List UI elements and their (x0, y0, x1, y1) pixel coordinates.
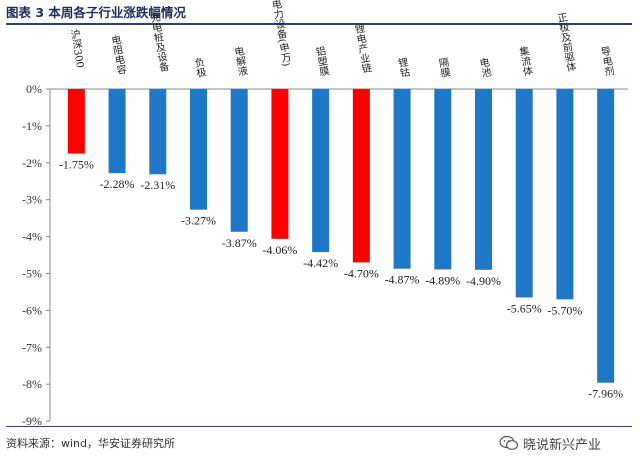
category-label: 隔膜 (436, 57, 451, 80)
bar (312, 89, 330, 253)
category-label: 负极 (191, 56, 207, 80)
value-label: -4.87% (385, 273, 420, 287)
bar-chart: 0% -1% -2% -3% -4% -5% -6% -7% -8% -9% 沪深300 -1.75%… (22, 0, 628, 428)
value-label: -2.28% (100, 177, 135, 191)
y-tick-label: 0% (26, 82, 42, 96)
bar (230, 89, 248, 232)
watermark-text: 晓说新兴产业 (523, 437, 602, 453)
value-label: -4.90% (466, 274, 501, 288)
category-label: 集流体 (516, 44, 533, 78)
bar (515, 89, 533, 298)
y-tick-label: -9% (22, 414, 42, 428)
bar (67, 89, 85, 154)
category-label: 电解液 (231, 44, 248, 78)
y-tick-label: -3% (22, 193, 42, 207)
y-tick-label: -1% (22, 119, 42, 133)
category-label: 导电剂 (598, 45, 615, 78)
watermark: 晓说新兴产业 (499, 432, 601, 454)
footer-rule (6, 426, 632, 427)
wechat-icon (499, 435, 519, 450)
bar (475, 89, 492, 270)
y-tick-label: -7% (22, 340, 42, 354)
bar (556, 89, 574, 300)
y-tick-label: -5% (22, 267, 42, 281)
value-label: -2.31% (140, 178, 175, 192)
category-label: 沪深300 (67, 27, 86, 69)
value-label: -4.89% (425, 273, 460, 287)
footer: 资料来源：wind，华安证券研究所 晓说新兴产业 (6, 432, 632, 454)
title-rule (6, 23, 632, 25)
bar (108, 89, 126, 174)
category-label: 正极及前驱体 (554, 12, 576, 74)
y-tick-label: -6% (22, 303, 42, 317)
category-label: 充电桩及设备 (147, 11, 170, 74)
value-label: -3.87% (222, 236, 257, 250)
category-label: 铝塑膜 (313, 45, 330, 78)
bar (190, 89, 207, 210)
y-tick-label: -2% (22, 156, 42, 170)
category-label: 电阻电容 (108, 33, 127, 76)
value-label: -5.70% (547, 303, 582, 317)
source-note: 资料来源：wind，华安证券研究所 (6, 437, 176, 450)
y-tick-label: -8% (22, 377, 42, 391)
figure-title: 图表 3 本周各子行业涨跌幅情况 (6, 5, 186, 20)
value-label: -4.70% (344, 266, 379, 280)
bar (434, 89, 452, 270)
value-label: -5.65% (507, 301, 542, 315)
category-label: 锂电产业链 (352, 23, 373, 75)
figure-title-block: 图表 3 本周各子行业涨跌幅情况 (6, 3, 632, 23)
category-label: 电力设备(申万) (268, 0, 292, 67)
value-label: -4.06% (262, 243, 297, 257)
y-tick-label: -4% (22, 230, 42, 244)
value-label: -1.75% (59, 158, 94, 172)
bar (393, 89, 411, 269)
value-label: -7.96% (588, 387, 623, 401)
category-label: 锂钴 (395, 57, 410, 80)
bar (271, 89, 289, 239)
bar (597, 89, 615, 383)
value-label: -4.42% (303, 256, 338, 270)
value-label: -3.27% (181, 214, 216, 228)
category-label: 电池 (476, 56, 491, 79)
bar (149, 89, 167, 175)
bar (352, 89, 370, 263)
